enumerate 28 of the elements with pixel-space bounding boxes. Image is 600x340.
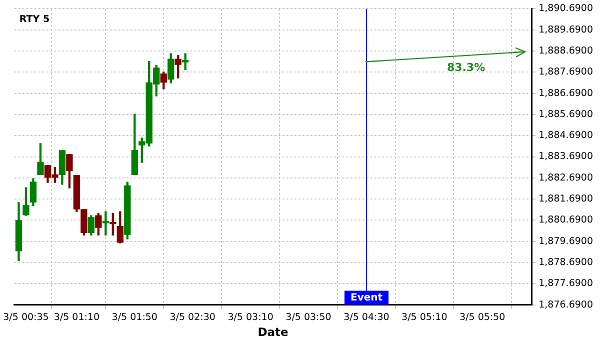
y-tick-label: 1,878.6900 (538, 256, 594, 268)
x-tick-label: 3/5 02:30 (170, 312, 216, 323)
x-tick-label: 3/5 01:10 (54, 312, 100, 323)
x-tick-label: 3/5 04:30 (344, 312, 390, 323)
x-tick-label: 3/5 03:50 (286, 312, 332, 323)
text: RTY 5 (19, 14, 50, 26)
y-tick-label: 1,877.6900 (538, 278, 594, 290)
x-axis-title: Date (258, 325, 288, 340)
y-tick-label: 1,884.6900 (538, 130, 594, 142)
y-tick-label: 1,888.6900 (538, 45, 594, 56)
y-tick-label: 1,885.6900 (538, 108, 594, 120)
y-tick-label: 1,876.6900 (538, 299, 594, 310)
x-tick-label: 3/5 05:50 (460, 312, 506, 323)
y-tick-label: 1,879.6900 (538, 236, 594, 247)
y-tick-label: 1,882.6900 (538, 172, 594, 184)
y-tick-label: 1,881.6900 (538, 194, 594, 205)
x-tick-label: 3/5 00:35 (3, 312, 49, 323)
y-tick-label: 1,889.6900 (538, 24, 594, 36)
y-tick-label: 1,880.6900 (538, 214, 594, 226)
annotation: 83.3% (446, 61, 486, 74)
y-tick-label: 1,886.6900 (538, 88, 594, 99)
x-tick-label: 3/5 01:50 (112, 312, 158, 323)
x-tick-label: 3/5 05:10 (402, 312, 448, 323)
x-tick-label: 3/5 03:10 (228, 312, 274, 323)
y-tick-label: 1,890.6900 (538, 3, 594, 14)
y-tick-label: 1,883.6900 (538, 151, 594, 162)
ref-line-label: Event (350, 292, 383, 304)
y-tick-label: 1,887.6900 (538, 66, 594, 78)
